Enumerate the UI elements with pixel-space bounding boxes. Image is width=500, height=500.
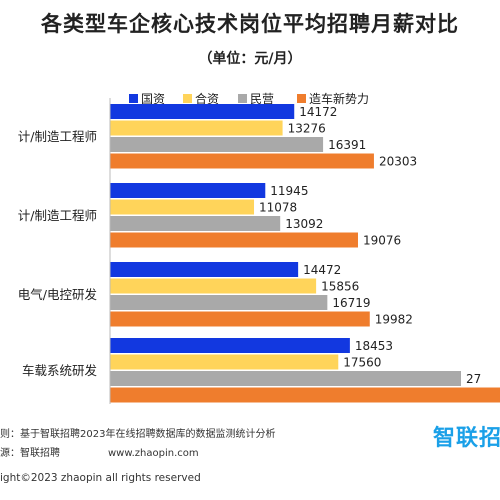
data-label-3-4: 19982 — [375, 313, 413, 327]
bar-1-3 — [110, 137, 324, 152]
bar-3-3 — [110, 295, 328, 310]
data-label-2-2: 11078 — [259, 201, 297, 215]
bar-3-4 — [110, 311, 370, 327]
legend-swatch-3 — [238, 94, 247, 103]
legend-label-3: 民营 — [250, 92, 274, 106]
data-label-1-3: 16391 — [328, 138, 366, 152]
category-label-1: 计/制造工程师 — [18, 129, 97, 144]
data-label-1-4: 20303 — [379, 155, 417, 169]
bar-2-3 — [110, 216, 281, 231]
bar-2-4 — [110, 232, 358, 248]
category-label-2: 计/制造工程师 — [18, 208, 97, 223]
data-label-2-3: 13092 — [285, 217, 323, 231]
category-label-3: 电气/电控研发 — [18, 287, 98, 302]
data-label-3-1: 14472 — [303, 263, 341, 277]
bar-1-4 — [110, 153, 374, 169]
data-label-4-2: 17560 — [343, 356, 381, 370]
chart-title: 各类型车企核心技术岗位平均招聘月薪对比 — [41, 12, 459, 36]
bar-4-4 — [110, 387, 500, 403]
bar-4-2 — [110, 354, 339, 370]
footnote-method: 则：基于智联招聘2023年在线招聘数据库的数据监测统计分析 — [0, 429, 276, 440]
chart-subtitle: （单位：元/月） — [198, 51, 302, 67]
footnote-source-label: 源：智联招聘 — [0, 448, 60, 459]
bar-1-1 — [110, 104, 295, 119]
bar-3-1 — [110, 262, 299, 277]
data-label-2-1: 11945 — [270, 184, 308, 198]
category-label-4: 车载系统研发 — [22, 363, 98, 378]
bar-4-3 — [110, 371, 461, 386]
zhaopin-logo: 智联招 — [433, 426, 500, 451]
footnote-source: 源：智联招聘 www.zhaopin.com — [0, 444, 199, 459]
footnote-url: www.zhaopin.com — [108, 448, 199, 459]
bar-1-2 — [110, 120, 283, 136]
copyright-text: ight©2023 zhaopin all rights reserved — [0, 472, 201, 484]
bar-4-1 — [110, 338, 350, 353]
legend-swatch-4 — [297, 94, 306, 103]
data-label-3-3: 16719 — [332, 296, 370, 310]
bar-3-2 — [110, 278, 317, 294]
legend-label-2: 合资 — [195, 91, 219, 106]
legend-swatch-2 — [183, 94, 192, 103]
data-label-3-2: 15856 — [321, 280, 359, 294]
legend-label-4: 造车新势力 — [309, 91, 369, 106]
legend-swatch-1 — [129, 94, 138, 103]
bar-2-1 — [110, 183, 266, 198]
data-label-1-1: 14172 — [299, 105, 337, 119]
data-label-1-2: 13276 — [288, 122, 326, 136]
bar-2-2 — [110, 199, 255, 215]
data-label-4-3: 27 — [466, 372, 481, 386]
data-label-2-4: 19076 — [363, 234, 401, 248]
data-label-4-1: 18453 — [355, 339, 393, 353]
legend-label-1: 国资 — [141, 92, 165, 106]
